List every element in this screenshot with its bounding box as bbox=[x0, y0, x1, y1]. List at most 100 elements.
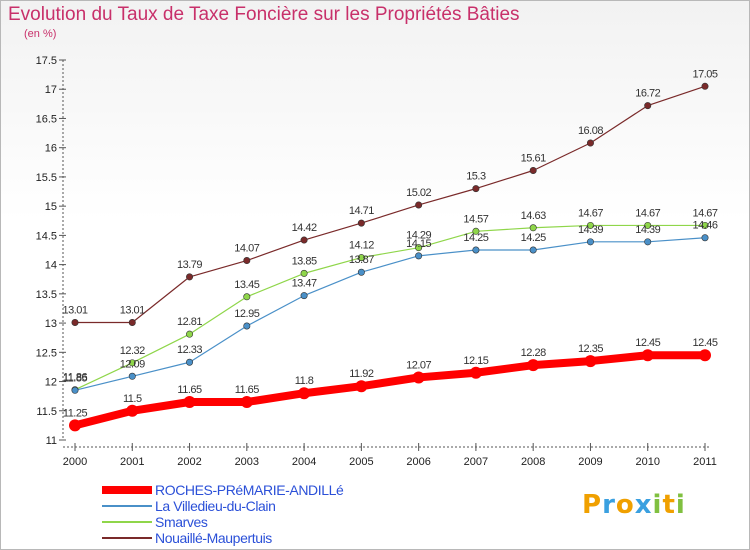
y-tick-label: 14 bbox=[45, 260, 57, 272]
chart-title: Evolution du Taux de Taxe Foncière sur l… bbox=[8, 4, 520, 25]
data-point bbox=[186, 330, 194, 338]
series-line bbox=[71, 351, 709, 430]
legend-item: ROCHES-PRéMARIE-ANDILLé bbox=[102, 482, 344, 498]
data-label: 14.46 bbox=[692, 220, 717, 232]
data-label: 13.47 bbox=[292, 278, 317, 290]
data-point bbox=[415, 201, 423, 209]
data-label: 14.07 bbox=[234, 243, 259, 255]
data-point bbox=[69, 419, 81, 432]
data-label: 12.28 bbox=[521, 347, 546, 359]
logo-letter: t bbox=[662, 490, 676, 520]
logo-letter: x bbox=[634, 490, 653, 520]
data-point bbox=[586, 139, 594, 147]
data-label: 11.25 bbox=[63, 407, 88, 419]
x-tick-label: 2000 bbox=[63, 456, 87, 468]
data-point bbox=[71, 318, 79, 326]
data-label: 16.08 bbox=[578, 125, 603, 137]
series-line bbox=[74, 237, 706, 391]
data-label: 13.79 bbox=[177, 259, 202, 271]
data-point bbox=[300, 292, 308, 300]
data-label: 16.72 bbox=[635, 88, 660, 100]
data-point bbox=[412, 371, 425, 384]
data-point bbox=[415, 244, 423, 252]
data-point bbox=[357, 254, 365, 262]
y-tick-label: 11.5 bbox=[36, 406, 57, 418]
x-tick-label: 2005 bbox=[349, 456, 373, 468]
y-tick-label: 12.5 bbox=[36, 347, 57, 359]
x-tick-label: 2003 bbox=[235, 456, 259, 468]
data-point bbox=[128, 372, 136, 380]
chart-data-labels: 13.01 13.01 13.79 14.07 14.42 14.71 15.02 15.3 1… bbox=[62, 68, 718, 419]
data-point bbox=[298, 387, 311, 400]
data-point bbox=[644, 238, 652, 246]
legend-item: La Villedieu-du-Clain bbox=[102, 498, 343, 514]
legend-label: La Villedieu-du-Clain bbox=[155, 498, 276, 514]
data-label: 12.32 bbox=[120, 345, 145, 357]
data-label: 14.12 bbox=[349, 240, 374, 252]
data-label: 14.25 bbox=[463, 232, 488, 244]
data-point bbox=[529, 224, 537, 232]
x-tick-label: 2010 bbox=[635, 456, 659, 468]
data-label: 11.92 bbox=[349, 368, 374, 380]
data-label: 13.87 bbox=[349, 254, 374, 266]
y-tick-label: 15 bbox=[45, 201, 57, 213]
data-label: 12.95 bbox=[234, 308, 259, 320]
data-label: 14.57 bbox=[463, 213, 488, 225]
data-label: 11.85 bbox=[63, 372, 88, 384]
data-point bbox=[472, 246, 480, 254]
data-point bbox=[183, 396, 196, 408]
legend-swatch bbox=[102, 537, 152, 539]
y-tick-label: 16 bbox=[45, 143, 57, 155]
data-label: 11.5 bbox=[123, 393, 142, 405]
data-point bbox=[472, 227, 480, 235]
data-point bbox=[243, 257, 251, 265]
data-label: 14.29 bbox=[406, 230, 431, 242]
logo-letter: i bbox=[652, 490, 663, 520]
data-point bbox=[641, 349, 654, 362]
chart-axes: 11 11.5 12 12.5 13 13.5 14 14.5 15 15.5 16 16.5 17 17… bbox=[36, 55, 717, 468]
y-tick-label: 15.5 bbox=[36, 172, 57, 184]
legend-label: Nouaillé-Maupertuis bbox=[155, 530, 272, 546]
legend-item: Nouaillé-Maupertuis bbox=[102, 530, 343, 546]
legend-item: Smarves bbox=[102, 514, 343, 530]
data-label: 14.15 bbox=[406, 238, 431, 250]
data-point bbox=[357, 219, 365, 227]
data-point bbox=[699, 349, 711, 362]
y-tick-label: 13.5 bbox=[36, 289, 57, 301]
data-label: 13.45 bbox=[234, 279, 259, 291]
y-tick-label: 13 bbox=[45, 318, 57, 330]
legend-swatch bbox=[102, 521, 152, 523]
proxiti-logo: Proxiti bbox=[582, 490, 686, 520]
data-label: 12.09 bbox=[120, 358, 145, 370]
data-point bbox=[357, 268, 365, 276]
y-tick-label: 12 bbox=[45, 377, 57, 389]
data-point bbox=[586, 221, 594, 229]
x-tick-label: 2011 bbox=[693, 456, 717, 468]
data-label: 14.67 bbox=[578, 207, 603, 219]
data-label: 12.33 bbox=[177, 344, 202, 356]
y-tick-label: 16.5 bbox=[36, 113, 57, 125]
data-label: 15.61 bbox=[521, 152, 546, 164]
data-label: 12.15 bbox=[463, 355, 488, 367]
x-tick-label: 2007 bbox=[464, 456, 488, 468]
logo-letter: o bbox=[615, 490, 635, 520]
data-label: 12.35 bbox=[578, 343, 603, 355]
data-label: 17.05 bbox=[692, 68, 717, 80]
data-label: 12.45 bbox=[692, 337, 717, 349]
y-tick-label: 17.5 bbox=[36, 55, 57, 67]
data-point bbox=[126, 404, 139, 417]
data-point bbox=[300, 269, 308, 277]
data-label: 14.63 bbox=[521, 210, 546, 222]
data-point bbox=[644, 102, 652, 110]
data-label: 11.65 bbox=[235, 384, 260, 396]
data-label: 12.45 bbox=[635, 337, 660, 349]
series-line bbox=[74, 85, 706, 324]
data-point bbox=[243, 293, 251, 301]
x-tick-label: 2002 bbox=[177, 456, 201, 468]
data-point bbox=[529, 166, 537, 174]
series-line bbox=[74, 224, 706, 391]
data-point bbox=[240, 396, 253, 408]
data-point bbox=[586, 238, 594, 246]
